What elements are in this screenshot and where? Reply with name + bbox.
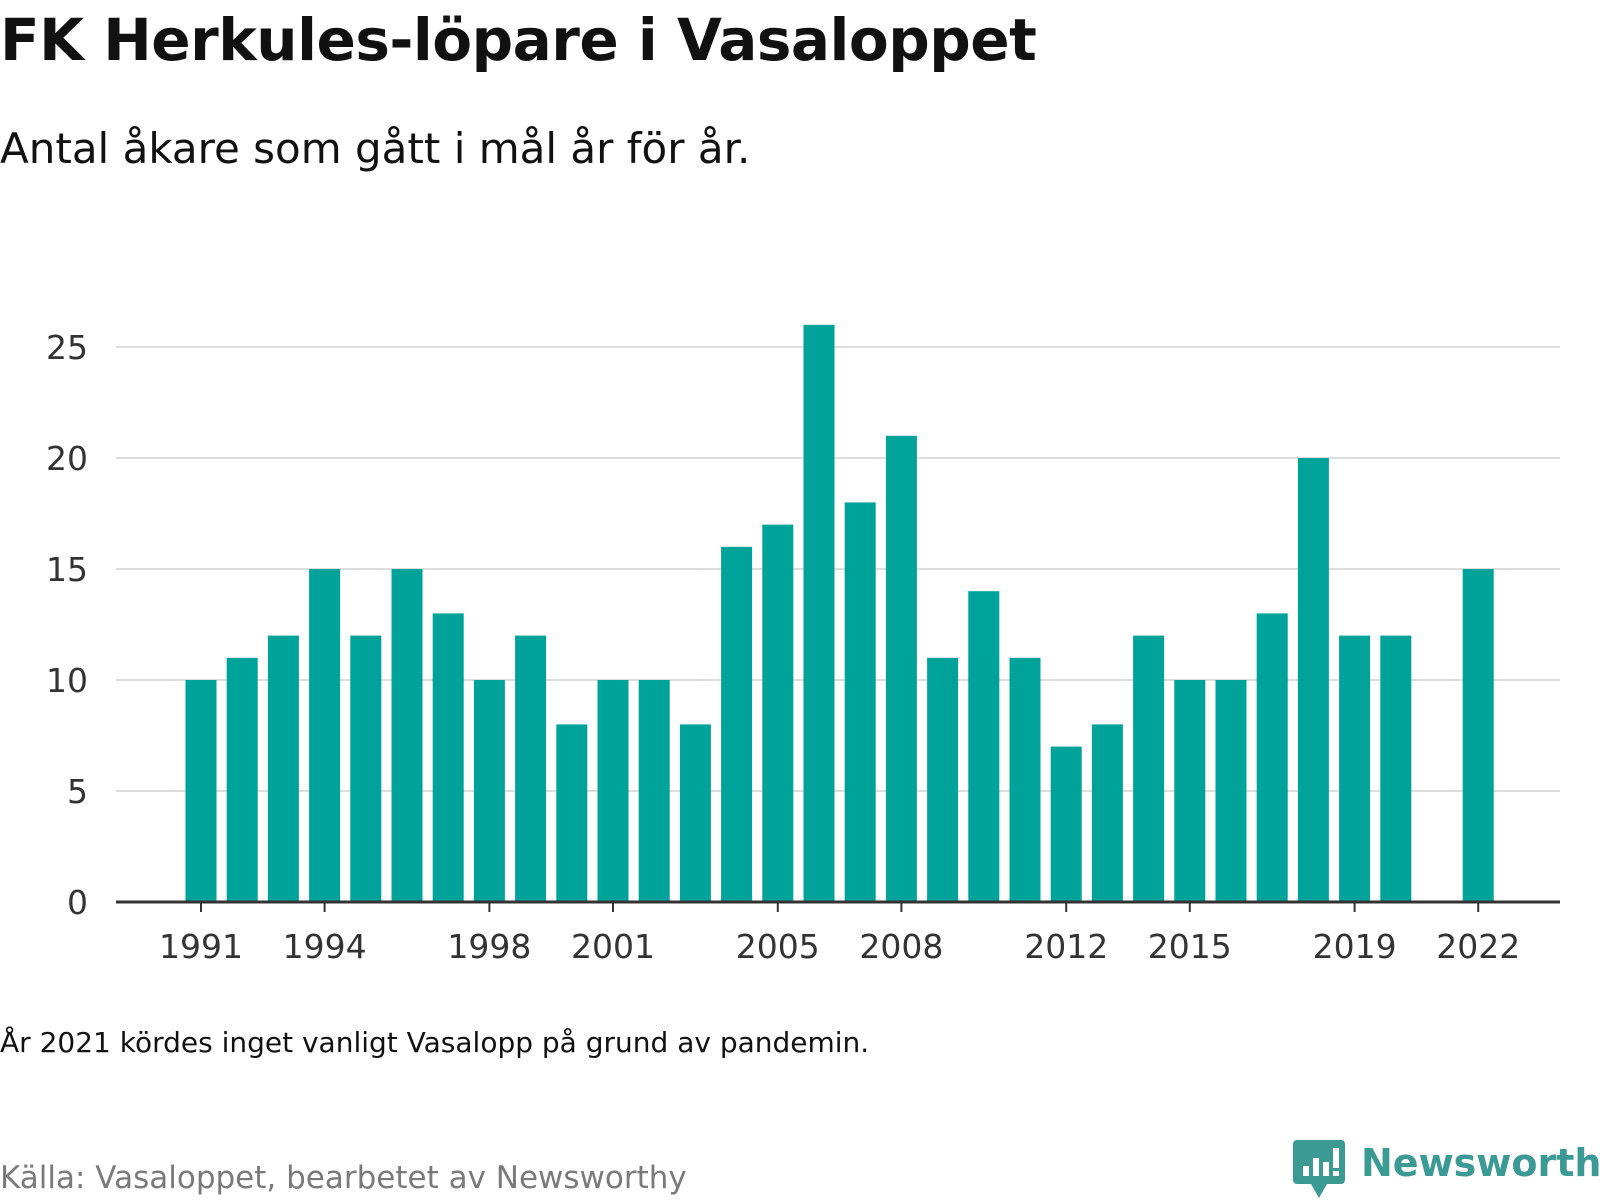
x-tick-label: 2019 xyxy=(1313,927,1397,966)
y-tick-label: 20 xyxy=(46,439,88,478)
y-tick-label: 25 xyxy=(46,328,88,367)
y-tick-label: 5 xyxy=(67,772,88,811)
bar-2010 xyxy=(968,591,1000,902)
x-tick-label: 2015 xyxy=(1148,927,1232,966)
brand-logo: Newsworthy xyxy=(1293,1140,1600,1202)
bar-2013 xyxy=(1091,724,1123,902)
bar-2019 xyxy=(1339,635,1371,902)
x-tick-label: 1998 xyxy=(447,927,531,966)
y-tick-label: 10 xyxy=(46,661,88,700)
chart-subtitle: Antal åkare som gått i mål år för år. xyxy=(0,124,751,173)
bar-2018 xyxy=(1297,458,1329,902)
x-tick-label: 2008 xyxy=(859,927,943,966)
bar-2015 xyxy=(1174,680,1206,902)
bar-2008 xyxy=(885,435,917,902)
y-tick-label: 15 xyxy=(46,550,88,589)
bar-1992 xyxy=(226,657,258,902)
bar-2002 xyxy=(638,680,670,902)
x-tick-label: 2022 xyxy=(1436,927,1520,966)
x-tick-label: 2005 xyxy=(736,927,820,966)
bar-2004 xyxy=(721,546,753,902)
bar-2000 xyxy=(556,724,588,902)
bar-2017 xyxy=(1256,613,1288,902)
bar-1996 xyxy=(391,569,423,902)
bar-2012 xyxy=(1050,746,1082,902)
bar-2005 xyxy=(762,524,794,902)
x-tick-label: 2012 xyxy=(1024,927,1108,966)
y-tick-label: 0 xyxy=(67,883,88,922)
bar-1994 xyxy=(309,569,341,902)
x-tick-label: 1991 xyxy=(159,927,243,966)
bar-2003 xyxy=(679,724,711,902)
bar-2001 xyxy=(597,680,629,902)
bar-1995 xyxy=(350,635,382,902)
bar-1999 xyxy=(515,635,547,902)
x-tick-label: 1994 xyxy=(283,927,367,966)
bars xyxy=(185,324,1494,902)
bar-2006 xyxy=(803,324,835,902)
footnote: År 2021 kördes inget vanligt Vasalopp på… xyxy=(0,1026,870,1059)
bar-2020 xyxy=(1380,635,1412,902)
bar-2011 xyxy=(1009,657,1041,902)
bar-1993 xyxy=(267,635,299,902)
bar-1998 xyxy=(473,680,505,902)
bar-2022 xyxy=(1462,569,1494,902)
chart-title: FK Herkules-löpare i Vasaloppet xyxy=(0,6,1037,74)
bar-2014 xyxy=(1133,635,1165,902)
bar-1997 xyxy=(432,613,464,902)
x-tick-label: 2001 xyxy=(571,927,655,966)
bar-2016 xyxy=(1215,680,1247,902)
newsworthy-logo-icon xyxy=(1293,1140,1345,1198)
y-axis-tick-labels: 0 5 10 15 20 25 xyxy=(46,328,88,922)
x-axis-ticks: 1991 1994 1998 2001 2005 2008 2012 2015 2019 2022 xyxy=(159,902,1520,966)
source-credit: Källa: Vasaloppet, bearbetet av Newswort… xyxy=(0,1160,687,1196)
brand-name: Newsworthy xyxy=(1361,1141,1600,1185)
bar-1991 xyxy=(185,680,217,902)
bar-2007 xyxy=(844,502,876,902)
bar-2009 xyxy=(927,657,959,902)
bar-chart: 0 5 10 15 20 25 1991 1994 1998 2001 2005 2008 2012 2… xyxy=(46,324,1560,966)
